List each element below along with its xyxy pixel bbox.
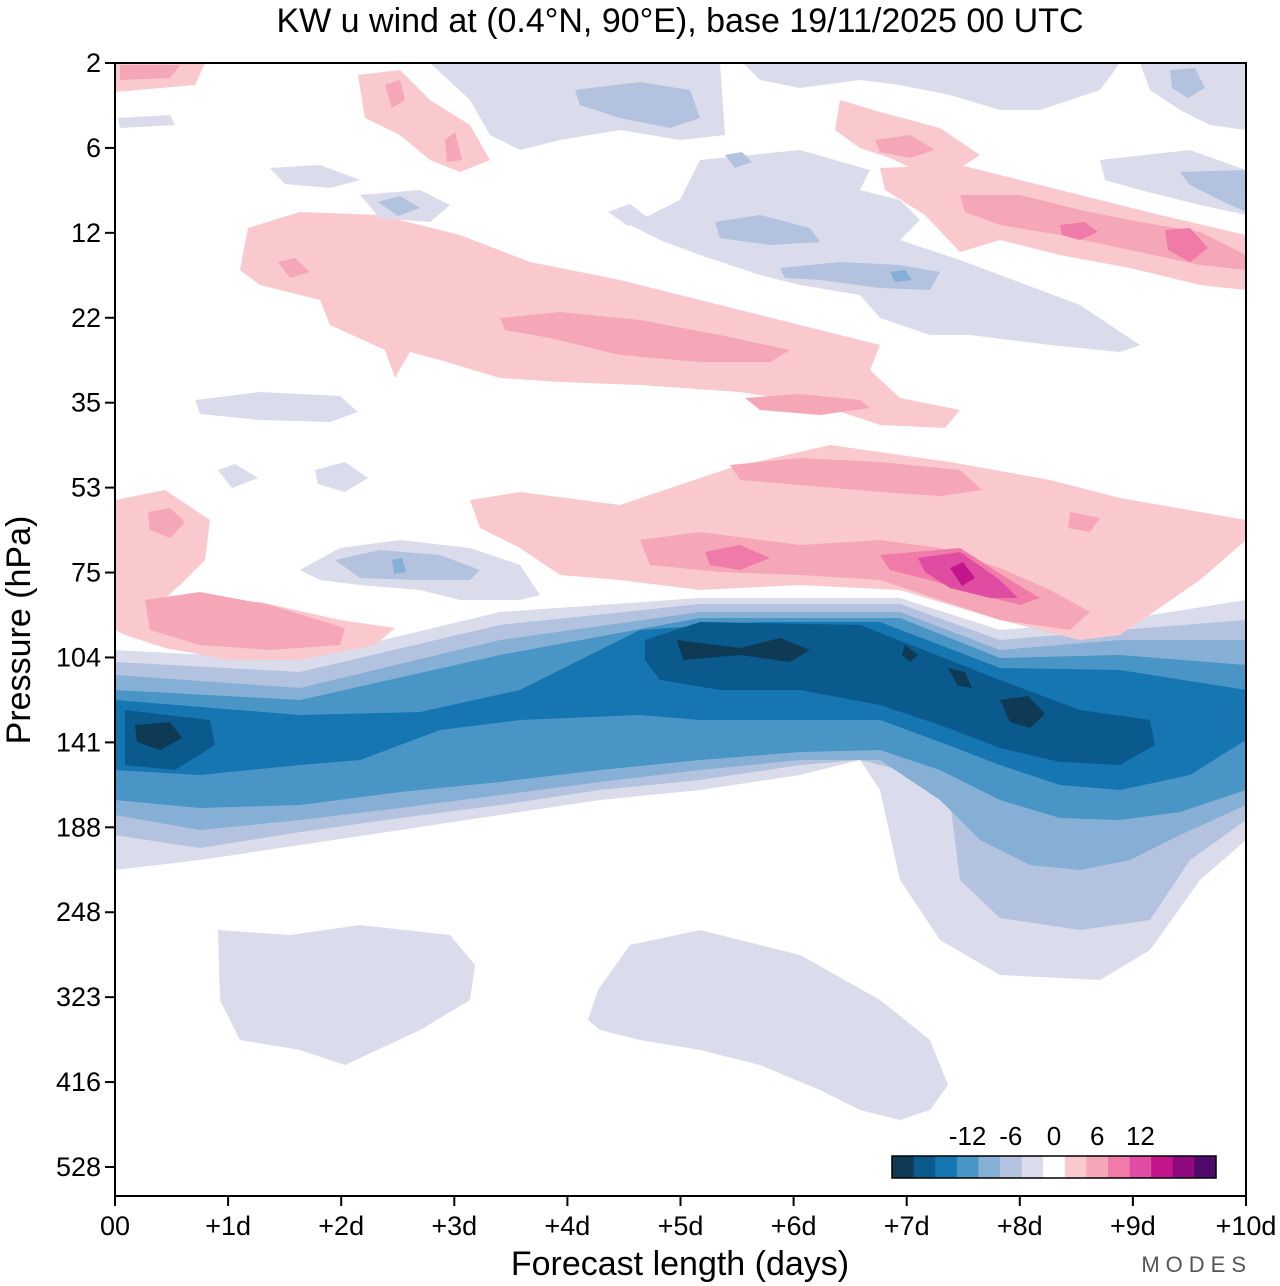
- x-tick-label: +8d: [997, 1211, 1043, 1241]
- upper-easterly-patch: [1100, 150, 1246, 215]
- x-tick-label: +9d: [1110, 1211, 1156, 1241]
- y-tick-label: 12: [71, 218, 101, 248]
- colorbar-swatch: [1086, 1156, 1109, 1178]
- colorbar-swatch: [978, 1156, 1001, 1178]
- westerly-band-level-3: [705, 545, 770, 570]
- upper-easterly-patch: [218, 464, 258, 488]
- colorbar-swatch: [892, 1156, 915, 1178]
- colorbar-swatch: [1129, 1156, 1152, 1178]
- colorbar-tick-label: 6: [1090, 1121, 1104, 1151]
- westerly-band-level-2: [145, 592, 345, 650]
- upper-easterly-patch-level-2: [725, 152, 752, 168]
- y-tick-label: 2: [86, 48, 101, 78]
- upper-easterly-patch-level-3: [890, 270, 912, 282]
- colorbar-swatch: [956, 1156, 979, 1178]
- colorbar-swatch: [1151, 1156, 1174, 1178]
- y-tick-label: 248: [56, 897, 101, 927]
- upper-westerly-band-level-2: [745, 394, 870, 415]
- upper-westerly-band-level-2: [120, 65, 180, 80]
- y-tick-label: 104: [56, 642, 101, 672]
- y-axis-label: Pressure (hPa): [0, 516, 38, 745]
- easterly-band-level-7: [677, 638, 810, 662]
- upper-westerly-band-level-3: [1060, 222, 1098, 240]
- y-tick-label: 528: [56, 1152, 101, 1182]
- westerly-band-level-2: [730, 458, 982, 496]
- y-tick-label: 416: [56, 1067, 101, 1097]
- y-tick-label: 53: [71, 473, 101, 503]
- x-tick-label: +1d: [205, 1211, 251, 1241]
- x-tick-label: +4d: [544, 1211, 590, 1241]
- westerly-band-level-5: [950, 562, 975, 586]
- colorbar-swatch: [1194, 1156, 1217, 1178]
- upper-easterly-patch: [270, 165, 360, 188]
- x-tick-label: +7d: [884, 1211, 930, 1241]
- plot-area: [114, 62, 1247, 1197]
- lower-easterly-patch: [218, 925, 475, 1065]
- easterly-band-level-7: [135, 722, 182, 750]
- x-tick-label: +5d: [658, 1211, 704, 1241]
- modes-logo: MODES: [1141, 1252, 1252, 1277]
- x-tick-label: +2d: [318, 1211, 364, 1241]
- colorbar: -12 -6 0 6 12: [891, 1121, 1217, 1179]
- x-axis-label: Forecast length (days): [511, 1245, 849, 1283]
- y-tick-label: 188: [56, 812, 101, 842]
- easterly-band-level-7: [902, 645, 918, 662]
- upper-easterly-patch-level-2: [335, 550, 480, 580]
- x-tick-label: +10d: [1216, 1211, 1277, 1241]
- colorbar-swatch: [1021, 1156, 1044, 1178]
- colorbar-swatch: [935, 1156, 958, 1178]
- upper-westerly-band-level-2: [500, 312, 790, 362]
- contour-fills: [115, 63, 1246, 1120]
- upper-easterly-patch: [1140, 63, 1246, 130]
- upper-easterly-patch-level-2: [715, 215, 820, 245]
- y-tick-label: 35: [71, 388, 101, 418]
- y-tick-label: 6: [86, 133, 101, 163]
- colorbar-frame: [891, 1155, 1217, 1179]
- upper-easterly-patch: [195, 392, 358, 422]
- upper-easterly-patch: [608, 204, 648, 226]
- easterly-band-level-7: [1000, 696, 1045, 728]
- westerly-band-level-2: [1068, 512, 1100, 532]
- colorbar-swatch: [1064, 1156, 1087, 1178]
- westerly-band-level-2: [148, 508, 185, 538]
- colorbar-tick-label: -6: [999, 1121, 1022, 1151]
- upper-easterly-patch-level-2: [378, 196, 420, 216]
- easterly-band-level-7: [948, 668, 972, 688]
- colorbar-swatch: [1000, 1156, 1023, 1178]
- x-tick-label: +3d: [431, 1211, 477, 1241]
- y-tick-label: 22: [71, 303, 101, 333]
- colorbar-tick-label: 12: [1126, 1121, 1155, 1151]
- upper-westerly-band-level-2: [278, 258, 310, 278]
- upper-easterly-patch-level-3: [392, 558, 406, 574]
- chart-title: KW u wind at (0.4°N, 90°E), base 19/11/2…: [276, 2, 1083, 40]
- upper-westerly-band-level-2: [875, 135, 935, 158]
- colorbar-tick-label: -12: [949, 1121, 987, 1151]
- upper-easterly-patch-level-2: [1170, 68, 1205, 98]
- upper-easterly-patch: [743, 63, 1120, 110]
- upper-westerly-band-level-3: [1165, 228, 1208, 262]
- upper-easterly-patch: [315, 462, 368, 492]
- upper-westerly-band-level-2: [445, 132, 462, 162]
- upper-easterly-patch: [630, 150, 1140, 352]
- upper-easterly-patch-level-2: [1180, 170, 1246, 212]
- colorbar-swatch: [913, 1156, 936, 1178]
- y-tick-label: 323: [56, 982, 101, 1012]
- colorbar-tick-label: 0: [1047, 1121, 1061, 1151]
- upper-easterly-patch-level-2: [575, 82, 700, 128]
- y-axis: 2 6 12 22 35 53 75 104 141 188 248 323 416 528: [56, 48, 115, 1182]
- x-tick-label: 00: [100, 1211, 130, 1241]
- upper-westerly-band-level-2: [385, 80, 405, 108]
- upper-easterly-patch-level-2: [780, 262, 940, 290]
- colorbar-swatch: [1172, 1156, 1195, 1178]
- y-tick-label: 141: [56, 727, 101, 757]
- colorbar-swatch: [1043, 1156, 1066, 1178]
- x-axis: 00 +1d +2d +3d +4d +5d +6d +7d +8d +9d +10d: [100, 1196, 1276, 1241]
- colorbar-swatch: [1108, 1156, 1131, 1178]
- lower-easterly-patch: [588, 930, 948, 1120]
- easterly-band-level-5: [115, 622, 1246, 790]
- upper-easterly-patch: [118, 115, 175, 128]
- y-tick-label: 75: [71, 558, 101, 588]
- x-tick-label: +6d: [771, 1211, 817, 1241]
